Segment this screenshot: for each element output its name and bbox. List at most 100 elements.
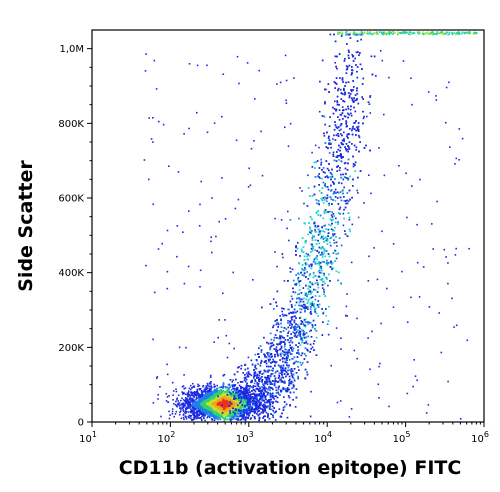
data-point [193, 416, 195, 419]
data-point [217, 402, 219, 404]
data-point [186, 411, 188, 413]
data-point [220, 411, 222, 414]
data-point [221, 406, 223, 409]
data-point [240, 402, 242, 405]
data-point [252, 386, 254, 389]
data-point [195, 394, 197, 397]
data-point [196, 392, 199, 395]
data-point [223, 392, 226, 395]
data-point [246, 408, 249, 410]
data-point [236, 415, 238, 418]
data-point [207, 398, 210, 401]
data-point [227, 389, 229, 391]
data-point [197, 385, 199, 388]
data-point [225, 394, 227, 397]
data-point [177, 394, 180, 397]
data-point [226, 402, 228, 404]
data-point [190, 392, 193, 395]
data-point [171, 408, 174, 410]
data-point [160, 415, 162, 418]
data-point [238, 399, 240, 401]
data-point [179, 407, 182, 409]
data-point [222, 382, 225, 384]
data-point [208, 413, 211, 416]
data-point [232, 412, 235, 414]
data-point [243, 406, 245, 408]
data-point [186, 403, 189, 406]
data-point [203, 417, 205, 420]
data-point [198, 399, 201, 401]
data-point [244, 409, 246, 411]
data-point [205, 407, 208, 409]
data-point [209, 383, 212, 385]
data-point [235, 392, 238, 395]
data-point [208, 385, 210, 388]
data-point [169, 414, 171, 416]
data-point [189, 394, 191, 397]
data-point [211, 410, 213, 412]
data-point [190, 411, 192, 414]
data-point [221, 407, 224, 410]
data-point [207, 415, 209, 417]
data-point [244, 410, 247, 413]
data-point [210, 381, 212, 383]
data-point [218, 401, 221, 403]
data-point [204, 407, 206, 410]
data-point [181, 407, 184, 410]
data-point [193, 412, 196, 415]
data-point [205, 412, 208, 415]
data-point [200, 410, 203, 413]
data-point [210, 385, 213, 387]
data-point [212, 414, 215, 417]
data-point [231, 385, 234, 388]
data-point [187, 390, 190, 392]
data-point [233, 406, 236, 409]
data-point [230, 413, 232, 415]
data-point [212, 407, 215, 410]
data-point [235, 411, 237, 413]
data-point [212, 403, 215, 405]
data-point [194, 405, 197, 407]
data-point [185, 399, 187, 401]
data-point [157, 393, 159, 396]
data-point [211, 402, 214, 405]
data-point [190, 403, 193, 406]
data-point [210, 413, 213, 415]
data-point [226, 405, 228, 407]
data-point [236, 392, 239, 395]
data-point [172, 390, 175, 392]
data-point [190, 417, 192, 420]
data-point [198, 384, 201, 387]
data-point [202, 403, 205, 406]
data-point [236, 406, 239, 408]
data-point [183, 387, 185, 390]
data-point [201, 406, 203, 408]
data-point [235, 402, 238, 405]
data-point [226, 393, 229, 395]
data-point [204, 396, 206, 399]
data-point [194, 402, 196, 404]
data-point [231, 399, 233, 401]
data-point [231, 396, 234, 399]
data-point [230, 397, 232, 399]
data-point [228, 384, 231, 387]
data-point [209, 407, 211, 409]
data-point [199, 407, 201, 409]
data-point [212, 396, 214, 398]
data-point [182, 385, 185, 387]
data-point [211, 419, 214, 421]
data-point [222, 402, 224, 404]
data-point [199, 405, 201, 407]
data-point [210, 405, 212, 407]
data-point [197, 408, 200, 410]
data-point [220, 391, 223, 394]
data-point [199, 400, 202, 403]
data-point [227, 414, 230, 416]
data-point [224, 417, 227, 419]
data-point [193, 414, 196, 417]
data-point [222, 397, 225, 399]
data-point [183, 374, 185, 376]
data-point [189, 405, 192, 408]
data-point [229, 394, 232, 397]
data-point [218, 391, 221, 394]
